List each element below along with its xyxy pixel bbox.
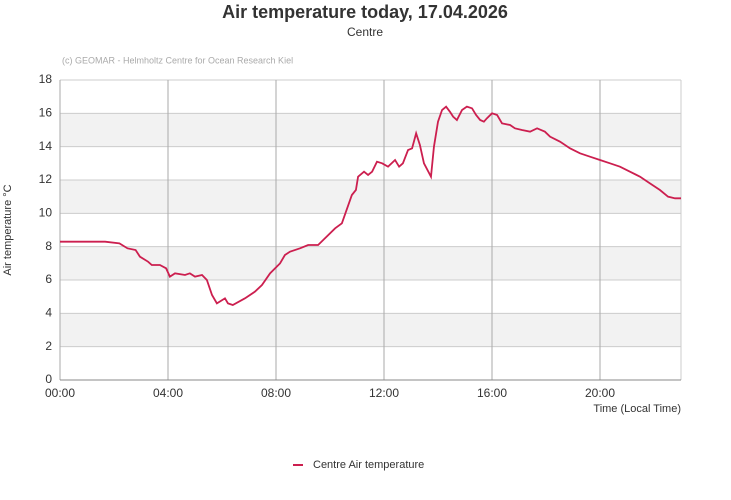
y-tick-label: 0 xyxy=(45,372,52,386)
y-tick-label: 10 xyxy=(39,206,53,220)
x-tick-label: 08:00 xyxy=(261,386,291,400)
y-tick-label: 2 xyxy=(45,339,52,353)
data-line xyxy=(60,105,681,306)
y-tick-label: 18 xyxy=(39,72,53,86)
y-tick-label: 14 xyxy=(39,139,53,153)
grid-band xyxy=(60,180,681,214)
credit: (c) GEOMAR - Helmholtz Centre for Ocean … xyxy=(62,55,293,65)
grid-band xyxy=(60,313,681,347)
y-axis-label: Air temperature °C xyxy=(2,184,14,275)
y-tick-label: 8 xyxy=(45,239,52,253)
x-tick-label: 16:00 xyxy=(477,386,507,400)
y-tick-label: 16 xyxy=(39,106,53,120)
chart-title: Air temperature today, 17.04.2026 xyxy=(222,2,508,22)
x-tick-label: 04:00 xyxy=(153,386,183,400)
legend-label: Centre Air temperature xyxy=(313,459,424,471)
y-tick-label: 6 xyxy=(45,272,52,286)
y-tick-label: 4 xyxy=(45,306,52,320)
y-tick-label: 12 xyxy=(39,172,53,186)
x-axis-label: Time (Local Time) xyxy=(593,403,681,415)
x-tick-label: 12:00 xyxy=(369,386,399,400)
grid-band xyxy=(60,113,681,147)
grid-band xyxy=(60,246,681,280)
x-tick-label: 00:00 xyxy=(45,386,75,400)
x-tick-label: 20:00 xyxy=(585,386,615,400)
chart-subtitle: Centre xyxy=(347,25,383,39)
